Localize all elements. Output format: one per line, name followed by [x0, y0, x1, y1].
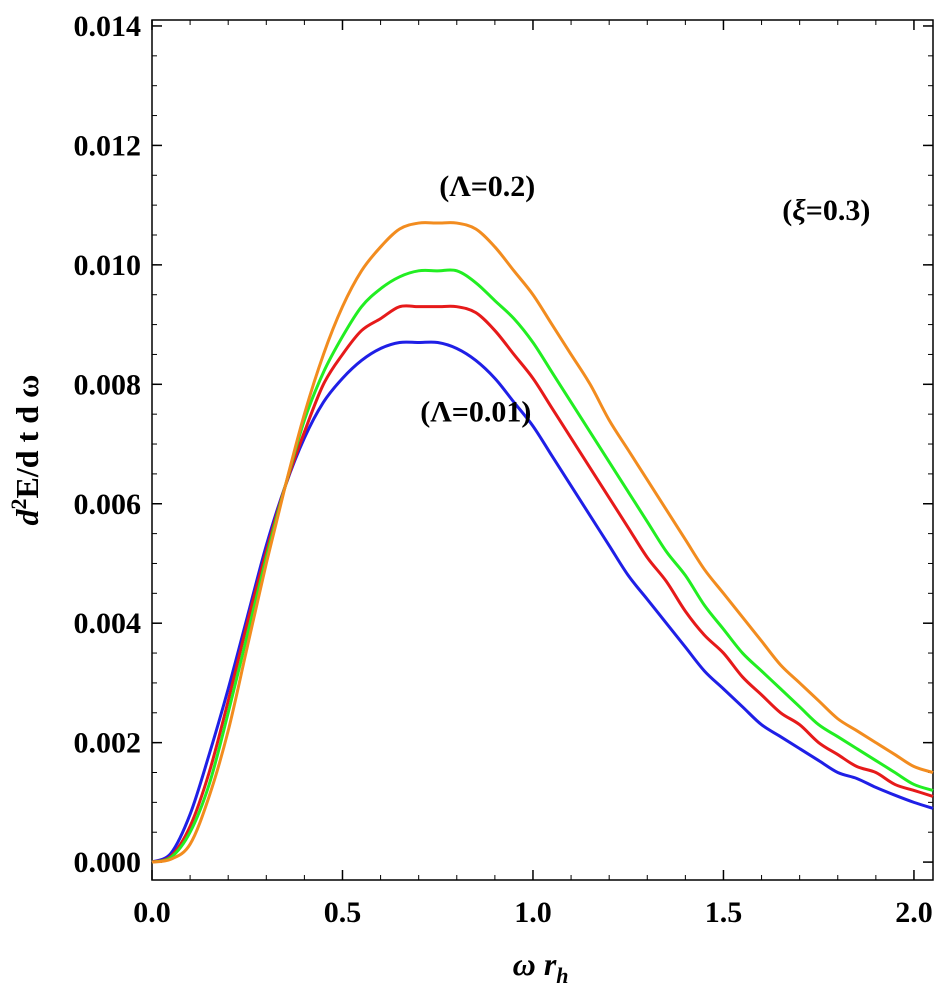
x-tick-label: 0.0	[133, 896, 171, 929]
y-tick-label: 0.000	[74, 846, 142, 879]
y-tick-label: 0.012	[74, 129, 142, 162]
plot-frame	[151, 19, 934, 881]
series-line-0	[151, 340, 934, 864]
series-line-3	[151, 221, 934, 864]
annotation-lambda-top: (Λ=0.2)	[439, 170, 535, 203]
y-tick-label: 0.014	[74, 10, 142, 43]
y-tick-label: 0.008	[74, 368, 142, 401]
y-axis-title: d2E/d t d ω	[6, 375, 45, 526]
x-tick-label: 1.5	[705, 896, 743, 929]
y-tick-label: 0.004	[74, 607, 142, 640]
series-line-2	[151, 268, 934, 864]
x-tick-labels: 0.0 0.5 1.0 1.5 2.0	[133, 896, 932, 929]
x-tick-label: 0.5	[324, 896, 362, 929]
x-tick-label: 2.0	[895, 896, 933, 929]
y-tick-labels: 0.000 0.002 0.004 0.006 0.008 0.010 0.012 0.014	[74, 10, 142, 879]
x-tick-label: 1.0	[514, 896, 552, 929]
minor-ticks	[151, 20, 933, 880]
x-axis-title: ω rh	[513, 946, 569, 988]
y-tick-label: 0.010	[74, 249, 142, 282]
annotation-lambda-bottom: (Λ=0.01)	[420, 395, 531, 428]
annotation-xi: (ξ=0.3)	[782, 194, 870, 227]
series-lines	[151, 221, 934, 864]
series-line-1	[151, 304, 934, 864]
major-ticks	[151, 20, 933, 880]
annotations: (Λ=0.2) (Λ=0.01) (ξ=0.3)	[420, 170, 870, 428]
y-tick-label: 0.006	[74, 488, 142, 521]
y-tick-label: 0.002	[74, 727, 142, 760]
